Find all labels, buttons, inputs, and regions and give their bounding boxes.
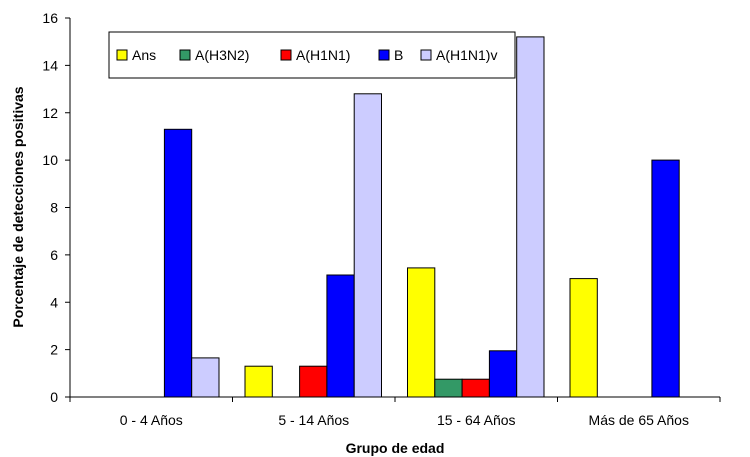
bar-b-3 bbox=[488, 350, 518, 398]
y-tick-label: 16 bbox=[42, 10, 58, 26]
legend-label: Ans bbox=[132, 47, 156, 63]
x-tick-label: 0 - 4 Años bbox=[120, 412, 183, 428]
legend-label: A(H1N1) bbox=[296, 47, 350, 63]
x-tick-label: Más de 65 Años bbox=[589, 412, 689, 428]
bars-group bbox=[163, 36, 680, 398]
bar-a-h1n1-2 bbox=[299, 365, 328, 398]
y-tick-label: 2 bbox=[50, 342, 58, 358]
x-axis-title: Grupo de edad bbox=[346, 440, 445, 456]
bar-b-4 bbox=[651, 159, 680, 398]
legend-swatch bbox=[378, 49, 390, 61]
bar-ans-3 bbox=[407, 267, 436, 398]
bar-a-h1n1-v-2 bbox=[353, 93, 383, 398]
y-tick-label: 8 bbox=[50, 200, 58, 216]
legend-label: A(H1N1)v bbox=[436, 47, 497, 63]
y-tick-label: 0 bbox=[50, 389, 58, 405]
bar-a-h1n1-v-3 bbox=[516, 36, 545, 398]
legend-swatch bbox=[280, 49, 292, 61]
x-ticks-group: 0 - 4 Años 5 - 14 Años 15 - 64 Años Más de … bbox=[69, 397, 721, 428]
bar-b-1 bbox=[163, 128, 193, 398]
bar-b-2 bbox=[326, 274, 355, 398]
y-axis-title: Porcentaje de detecciones positivas bbox=[10, 86, 26, 327]
y-ticks-group: 0 2 4 6 8 10 12 14 16 bbox=[42, 10, 70, 405]
y-tick-label: 12 bbox=[42, 105, 58, 121]
y-tick-label: 6 bbox=[50, 247, 58, 263]
legend-swatch bbox=[116, 49, 128, 61]
bar-ans-4 bbox=[569, 278, 598, 398]
legend-label: B bbox=[394, 47, 403, 63]
legend-label: A(H3N2) bbox=[195, 47, 249, 63]
legend-swatch bbox=[179, 49, 191, 61]
y-tick-label: 10 bbox=[42, 152, 58, 168]
bar-a-h1n1-v-1 bbox=[191, 357, 220, 398]
x-tick-label: 5 - 14 Años bbox=[278, 412, 349, 428]
y-tick-label: 14 bbox=[42, 57, 58, 73]
legend-swatch bbox=[420, 49, 432, 61]
y-tick-label: 4 bbox=[50, 294, 58, 310]
legend-box bbox=[108, 31, 516, 79]
bar-ans-2 bbox=[244, 365, 273, 398]
bar-a-h3n2-3 bbox=[434, 378, 463, 398]
bar-a-h1n1-3 bbox=[461, 378, 490, 398]
x-tick-label: 15 - 64 Años bbox=[437, 412, 516, 428]
legend: Ans A(H3N2) A(H1N1) B A(H1N1)v bbox=[108, 31, 516, 79]
